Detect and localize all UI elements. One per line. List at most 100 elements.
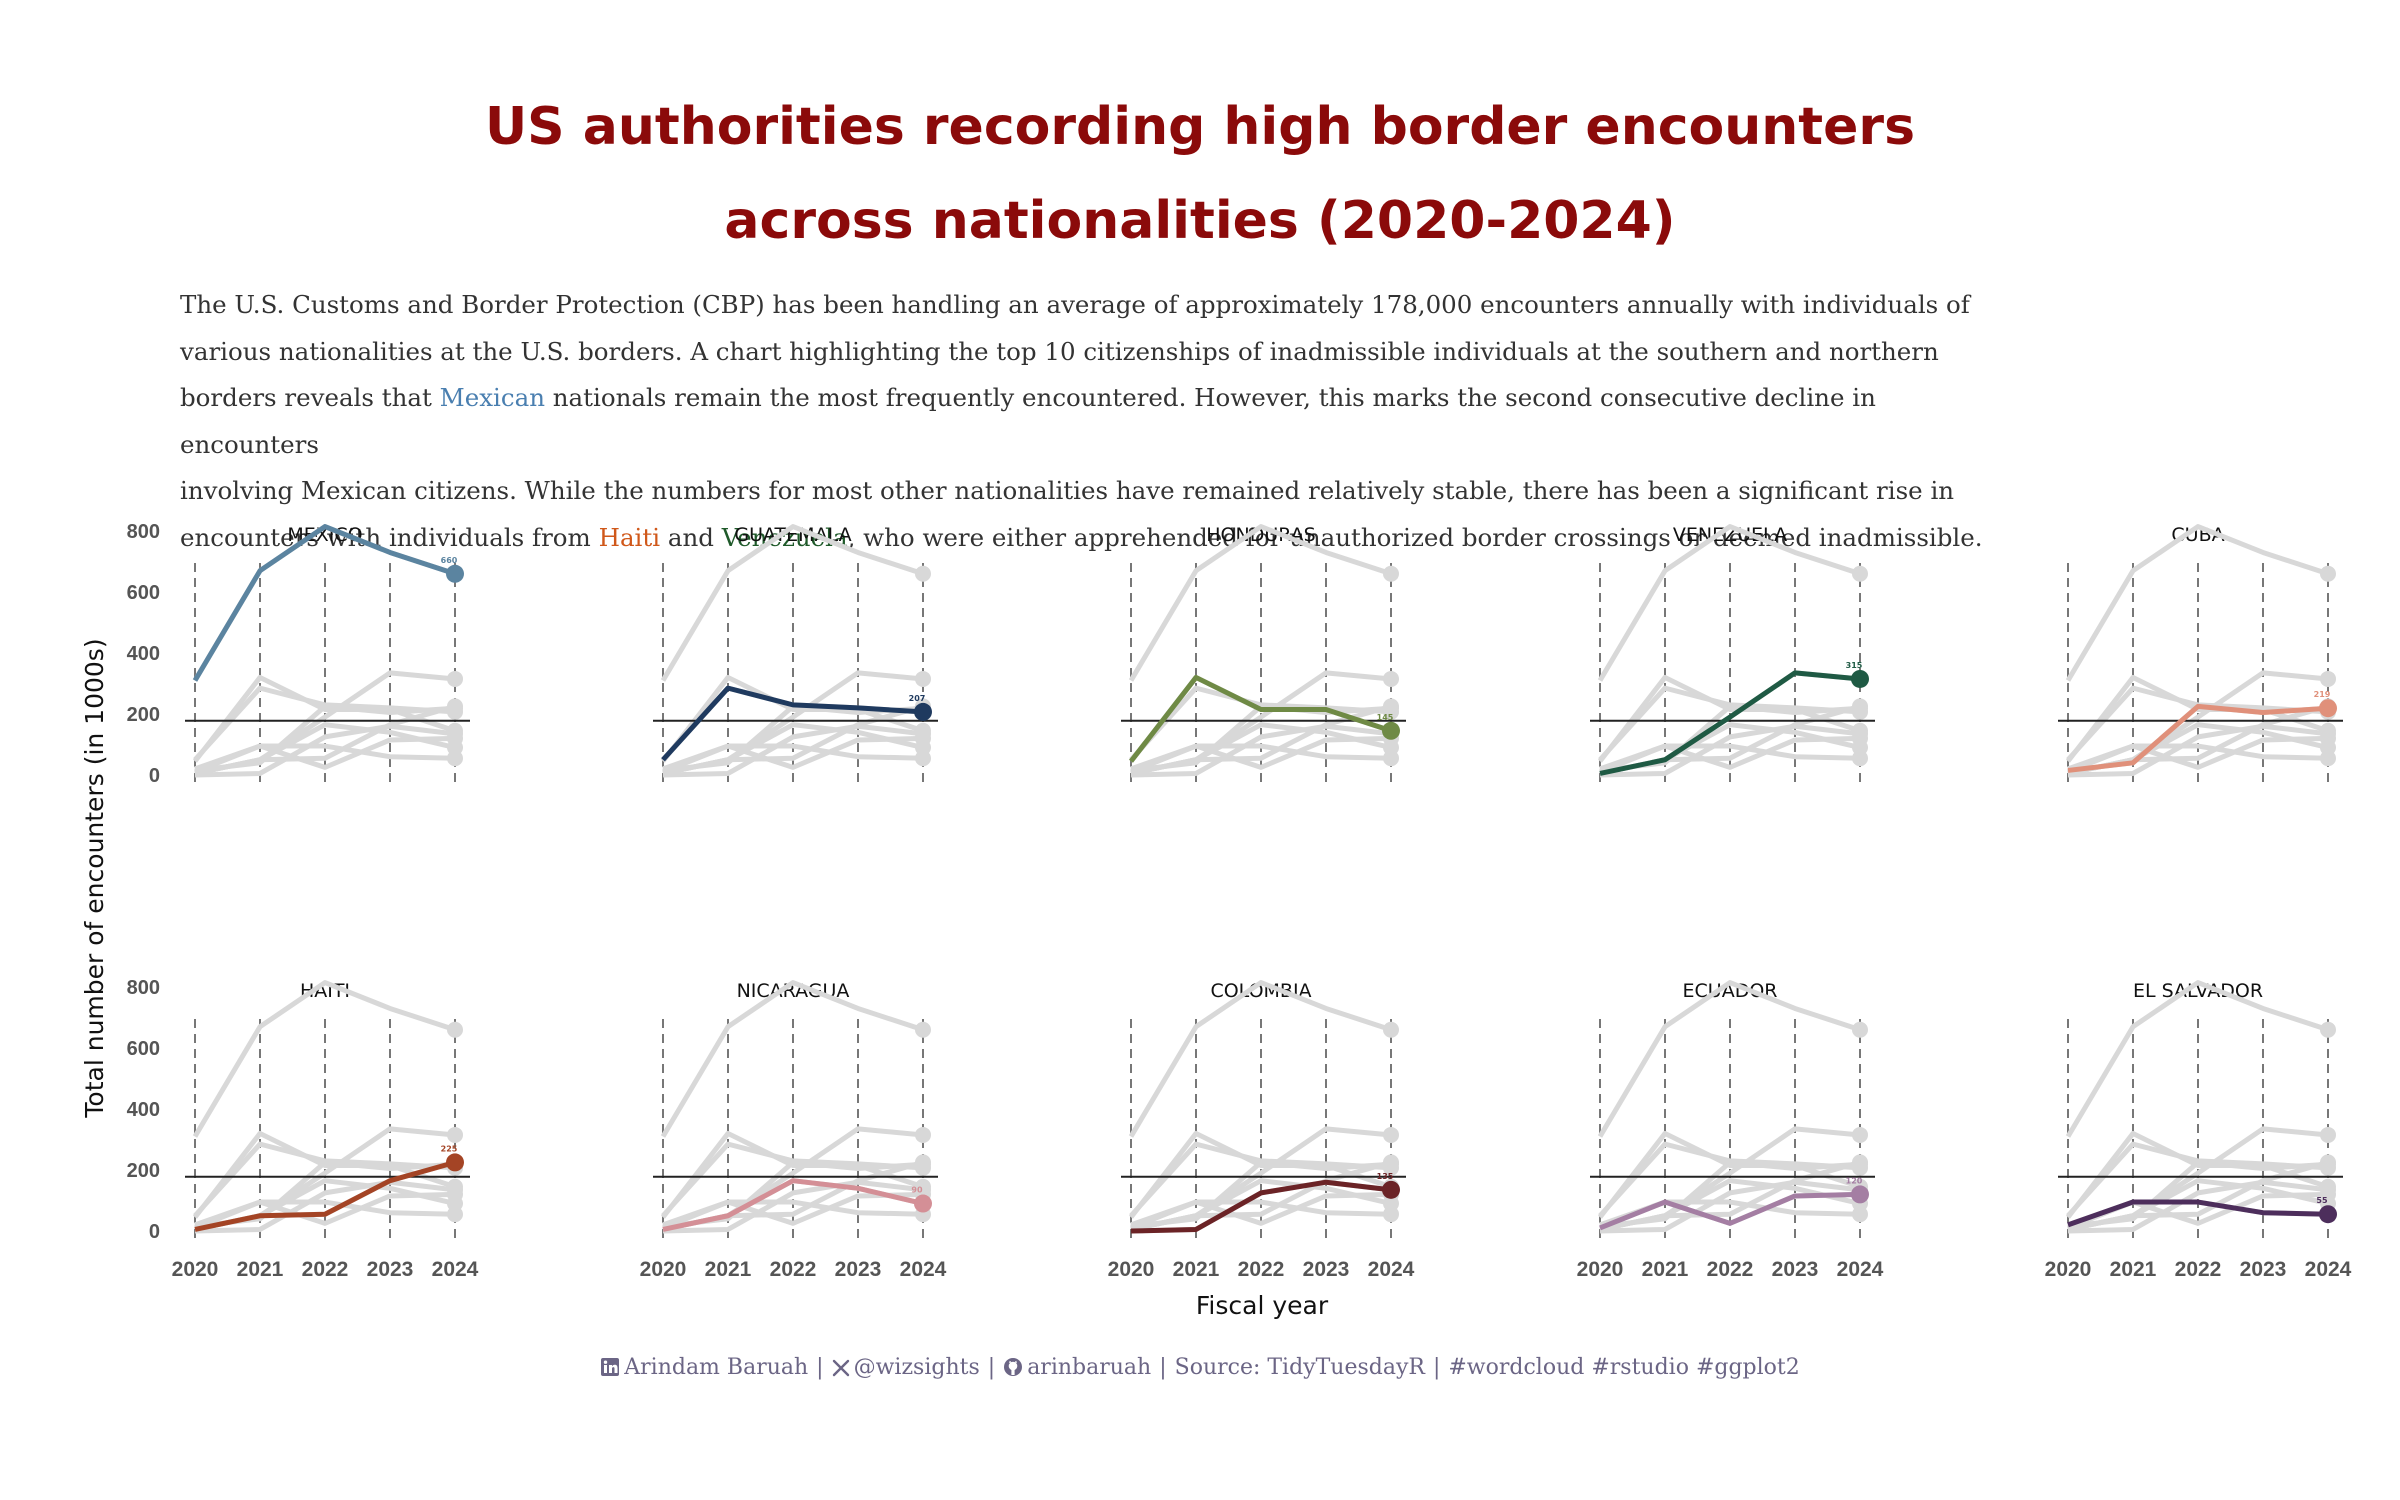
series-line [661,685,924,762]
background-series-point [915,565,931,582]
series-line [1599,1191,1861,1231]
background-series-point [2320,730,2336,747]
background-series-point [447,1186,463,1203]
background-series-line [2067,1179,2329,1234]
x-tick-label: 2023 [1772,1258,1819,1281]
background-series-point [1852,730,1868,747]
x-tick-label: 2023 [367,1258,414,1281]
background-series-point [915,1126,931,1143]
background-series-point [2320,670,2336,687]
background-series-point [915,1021,931,1038]
subtitle-text: borders reveals that [180,383,440,412]
y-tick-label: 800 [127,977,160,999]
highlight-mexican: Mexican [439,383,545,412]
y-tick-label: 0 [149,1221,160,1243]
series-line [2067,703,2329,773]
background-series-line [660,524,924,682]
background-series-line [662,723,924,778]
background-series-line [194,723,456,778]
separator: | [987,1355,996,1380]
background-series-line [1128,980,1392,1138]
background-series-line [1599,723,1861,778]
x-tick-label: 2023 [1303,1258,1350,1281]
background-series-point [915,730,931,747]
x-tick-label: 2023 [835,1258,882,1281]
background-series-point [1383,750,1399,767]
background-series-line [194,743,456,772]
y-axis-title: Total number of encounters (in 1000s) [80,638,109,1118]
subtitle-text: and [660,522,722,552]
background-series-point [1852,750,1868,767]
background-series-point [447,730,463,747]
x-tick-label: 2020 [1577,1258,1624,1281]
panel-nicaragua: NICARAGUA 2020 2021 2022 2023 2024 90 [640,980,947,1281]
background-series-line [662,1179,924,1234]
subtitle-line-4: involving Mexican citizens. While the nu… [180,476,1955,505]
background-series-line [194,1179,456,1234]
subtitle-line-1: The U.S. Customs and Border Protection (… [180,290,1970,319]
background-series-line [1599,1179,1861,1234]
end-value-label: 207 [909,694,926,703]
subtitle-text: , who were either apprehended for unauth… [847,522,1983,552]
background-series-point [1852,1126,1868,1143]
background-series-line [1599,743,1861,772]
github-icon [1003,1357,1023,1383]
caption-tags: #wordcloud #rstudio #ggplot2 [1448,1355,1800,1380]
x-tick-label: 2020 [172,1258,219,1281]
series-end-point [446,564,464,583]
background-series-line [194,1199,456,1228]
end-value-label: 120 [1846,1176,1863,1185]
x-tick-label: 2022 [2175,1258,2222,1281]
chart-title: US authorities recording high border enc… [0,80,2400,268]
highlight-haiti: Haiti [598,522,661,552]
background-series-point [1852,1154,1868,1171]
y-tick-label: 600 [127,1038,160,1060]
x-tick-label: 2024 [432,1258,479,1281]
background-series-point [1383,698,1399,715]
subtitle-line-3: borders reveals that Mexican nationals r… [180,375,2010,468]
y-tick-label: 0 [149,765,160,787]
linkedin-icon [600,1357,620,1383]
background-series-line [2065,524,2329,682]
background-series-line [1128,524,1392,682]
x-tick-label: 2022 [1238,1258,1285,1281]
x-tick-label: 2024 [1837,1258,1884,1281]
y-tick-label: 800 [127,521,160,543]
series-end-point [914,702,932,721]
subtitle-text: nationals remain the most frequently enc… [180,383,1876,459]
background-series-point [447,670,463,687]
x-tick-label: 2020 [2045,1258,2092,1281]
end-value-label: 135 [1377,1172,1394,1181]
background-series-line [2065,980,2329,1138]
series-line [1599,670,1861,776]
y-tick-label: 400 [127,643,160,665]
series-line [192,524,456,682]
background-series-point [447,1126,463,1143]
background-series-point [1383,1206,1399,1223]
series-end-point [446,1153,464,1172]
series-line [2067,1199,2329,1228]
x-tick-label: 2021 [237,1258,284,1281]
end-value-label: 219 [2314,690,2331,699]
x-twitter-icon [832,1358,850,1383]
y-tick-label: 400 [127,1099,160,1121]
background-series-point [2320,565,2336,582]
x-tick-label: 2021 [1642,1258,1689,1281]
background-series-point [1383,670,1399,687]
title-line-1: US authorities recording high border enc… [484,97,1916,157]
background-series-line [1130,1199,1392,1228]
y-tick-label: 600 [127,582,160,604]
background-series-point [1852,698,1868,715]
background-series-point [2320,750,2336,767]
panel-title: NICARAGUA [737,980,850,1002]
series-end-point [1382,721,1400,740]
x-tick-label: 2022 [1707,1258,1754,1281]
end-value-label: 55 [2316,1196,2328,1205]
x-tick-label: 2021 [705,1258,752,1281]
